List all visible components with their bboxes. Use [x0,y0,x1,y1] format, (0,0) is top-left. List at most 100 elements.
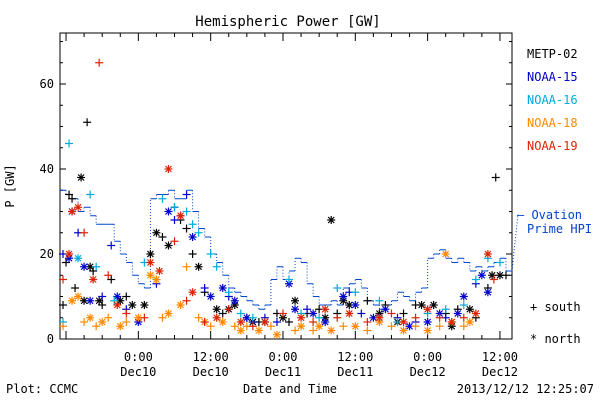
y-tick-label: 20 [40,247,54,261]
legend-south: + south [530,300,581,314]
x-tick-date: Dec10 [193,365,229,379]
point-north [65,250,74,258]
point-south [104,271,113,280]
point-north [327,326,336,335]
x-axis: 0:00Dec1012:00Dec100:00Dec1112:00Dec110:… [65,33,518,379]
point-north [339,292,348,301]
point-south [92,262,101,271]
point-south [107,241,116,250]
point-north [315,322,324,331]
point-south [206,250,215,258]
point-north [351,322,360,331]
point-north [146,258,155,267]
point-north [146,271,155,280]
point-north [321,318,330,326]
point-south [357,309,366,318]
point-south [107,275,116,284]
point-north [230,296,239,305]
point-south [158,194,167,203]
point-south [104,313,113,322]
point-north [86,296,95,305]
point-south [188,220,197,229]
point-south [285,275,294,284]
point-north [291,296,300,305]
point-south [122,318,131,326]
x-tick-time: 0:00 [413,350,442,364]
point-north [152,228,161,237]
x-tick-date: Dec11 [337,365,373,379]
point-south [309,326,318,335]
point-south [489,275,498,284]
point-south [363,318,372,326]
point-north [74,203,83,212]
point-north [465,318,474,326]
point-south [351,288,360,297]
point-south [182,224,191,233]
point-south [435,322,444,331]
point-south [363,326,372,335]
point-south [495,258,504,267]
point-north [155,267,164,275]
point-south [71,284,80,292]
point-south [170,237,179,246]
point-south [441,305,450,314]
ovation-line [60,189,512,310]
legend-north: * north [530,332,581,346]
point-south [89,267,98,275]
point-south [309,318,318,326]
point-south [248,322,257,331]
point-south [230,322,239,331]
point-north [488,271,497,280]
point-south [182,262,191,271]
legend: METP-02 NOAA-15 NOAA-16 NOAA-18 NOAA-19 — Ova… [511,47,592,272]
point-north [116,322,125,331]
point-north [297,313,306,322]
y-tick-label: 0 [47,332,54,346]
point-south [95,58,104,67]
point-south [62,258,71,267]
point-north [459,292,468,301]
point-north [80,262,89,271]
point-north [327,216,336,224]
point-south [218,309,227,318]
data-points [59,58,510,339]
point-north [297,322,306,331]
point-north [465,305,474,314]
point-north [272,330,281,339]
point-south [182,296,191,305]
legend-series-name: NOAA-18 [527,116,578,130]
point-north [423,326,432,335]
point-north [423,305,432,314]
chart-title: Hemispheric Power [GW] [195,14,380,30]
point-south [303,305,312,314]
point-north [68,296,77,305]
y-axis: 0 20 40 60 [40,41,512,346]
point-north [68,207,77,216]
point-south [206,322,215,331]
legend-series-name: NOAA-19 [527,139,578,153]
y-tick-label: 40 [40,162,54,176]
point-south [399,309,408,318]
point-south [83,118,92,127]
point-north [375,313,384,322]
point-north [218,284,227,292]
point-south [98,292,107,301]
point-south [200,284,209,292]
point-south [59,322,68,331]
point-south [387,309,396,318]
point-south [65,139,74,148]
point-south [110,296,119,305]
point-south [459,301,468,309]
ovation-legend-connector [511,213,519,272]
point-north [423,318,432,326]
legend-series-name: METP-02 [527,47,578,61]
point-north [447,318,456,326]
legend-ovation-line1: — Ovation [517,208,582,222]
y-axis-label: P [GW] [3,164,17,207]
point-south [98,301,107,309]
point-north [417,301,426,309]
point-north [152,275,161,284]
point-north [164,241,173,250]
point-north [176,211,185,220]
point-north [381,305,390,314]
